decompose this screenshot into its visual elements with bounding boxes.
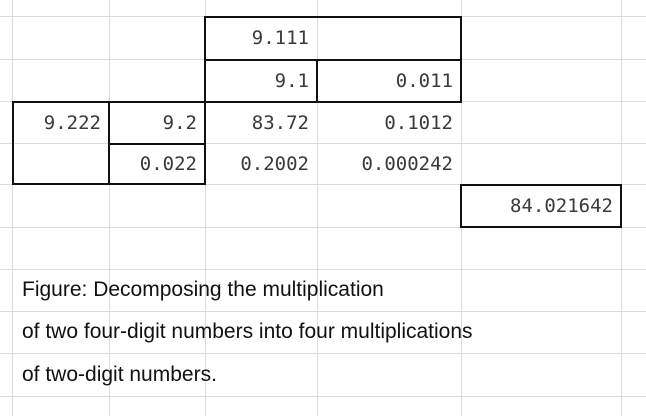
cell-multiplicand[interactable]: 9.111 bbox=[251, 27, 309, 49]
cell-total-product[interactable]: 84.021642 bbox=[510, 195, 613, 217]
cell-product-low-high[interactable]: 0.2002 bbox=[240, 153, 309, 175]
gridline-vertical bbox=[205, 0, 206, 416]
cell-border bbox=[620, 184, 622, 228]
gridline-horizontal bbox=[0, 143, 646, 144]
gridline-horizontal bbox=[0, 227, 646, 228]
cell-multiplier-low[interactable]: 0.022 bbox=[139, 153, 197, 175]
cell-border bbox=[204, 16, 462, 18]
cell-border bbox=[204, 101, 462, 103]
gridline-horizontal bbox=[0, 269, 646, 270]
gridline-horizontal bbox=[0, 184, 646, 185]
gridline-vertical bbox=[12, 0, 13, 416]
gridline-vertical bbox=[109, 0, 110, 416]
cell-border bbox=[204, 101, 206, 185]
cell-multiplier-high[interactable]: 9.2 bbox=[162, 111, 197, 134]
cell-border bbox=[460, 16, 462, 103]
gridline-vertical bbox=[317, 0, 318, 416]
cell-multiplicand-high[interactable]: 9.1 bbox=[274, 69, 309, 92]
gridline-horizontal bbox=[0, 311, 646, 312]
cell-multiplier[interactable]: 9.222 bbox=[43, 111, 101, 134]
cell-border bbox=[460, 184, 462, 228]
caption-line-1: Figure: Decomposing the multiplication bbox=[22, 278, 384, 301]
cell-multiplicand-low[interactable]: 0.011 bbox=[395, 69, 453, 92]
cell-border bbox=[108, 143, 206, 145]
cell-product-high-low[interactable]: 0.1012 bbox=[384, 111, 453, 134]
cell-border bbox=[108, 101, 110, 185]
cell-border bbox=[460, 226, 622, 228]
cell-border bbox=[12, 101, 14, 185]
gridline-horizontal bbox=[0, 353, 646, 354]
cell-border bbox=[204, 59, 462, 61]
cell-border bbox=[316, 59, 318, 103]
caption-line-3: of two-digit numbers. bbox=[22, 363, 217, 386]
caption-line-2: of two four-digit numbers into four mult… bbox=[22, 320, 473, 343]
cell-product-low-low[interactable]: 0.000242 bbox=[361, 153, 453, 175]
cell-border bbox=[460, 184, 622, 186]
cell-border bbox=[204, 16, 206, 103]
gridline-horizontal bbox=[0, 396, 646, 397]
cell-product-high-high[interactable]: 83.72 bbox=[251, 111, 309, 134]
